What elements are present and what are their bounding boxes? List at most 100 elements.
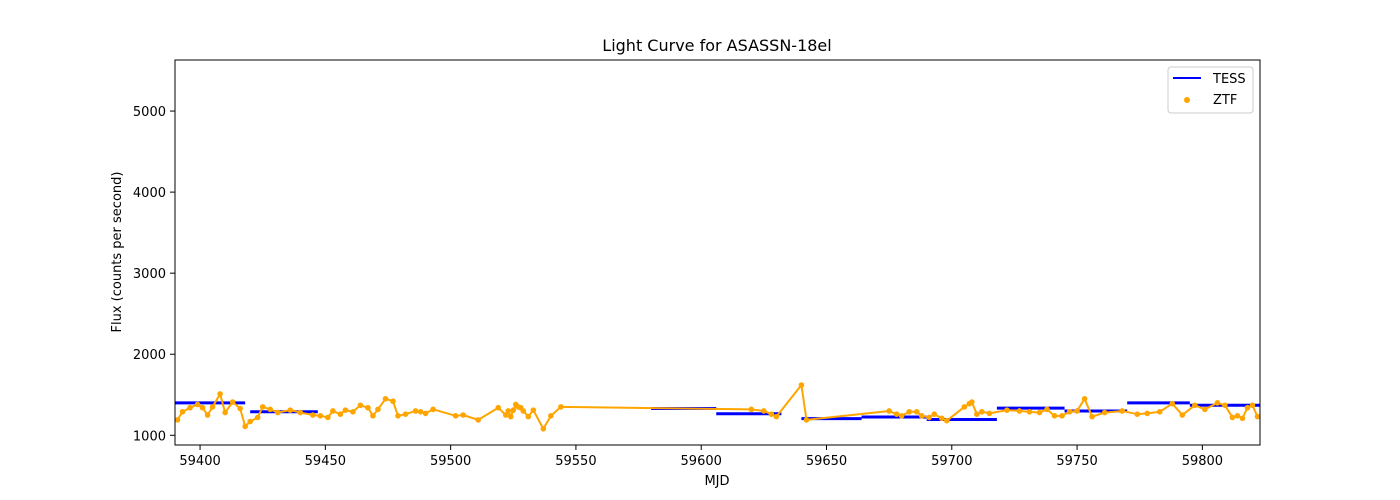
ztf-point [382,396,389,402]
x-tick-label: 59450 [305,454,346,469]
y-ticks: 1000 2000 3000 4000 5000 [133,105,175,444]
ztf-point [330,408,336,414]
ztf-point [287,407,294,413]
ztf-point [926,414,933,421]
ztf-point [1192,402,1198,409]
ztf-point [525,413,532,420]
ztf-point [259,404,266,410]
ztf-point [199,404,206,411]
x-axis-label: MJD [704,474,729,489]
y-tick-label: 5000 [133,105,166,120]
chart-title: Light Curve for ASASSN-18el [602,36,831,55]
x-tick-label: 59750 [1056,454,1097,469]
ztf-point [1134,411,1141,418]
ztf-point [495,404,502,411]
ztf-point [179,408,186,415]
x-tick-label: 59400 [179,454,220,469]
ztf-point [886,408,892,414]
y-tick-label: 1000 [133,429,166,444]
ztf-point [540,425,547,432]
ztf-point [422,410,429,417]
x-tick-label: 59600 [681,454,722,469]
ztf-point [1036,409,1043,416]
x-tick-label: 59550 [555,454,596,469]
ztf-point [505,408,512,414]
ztf-point [510,407,517,413]
ztf-point [1119,408,1125,414]
ztf-point [1101,409,1108,416]
ztf-point [375,406,381,413]
ztf-point [1244,404,1251,411]
ztf-point [1169,400,1176,407]
ztf-point [943,417,950,424]
ztf-point [412,408,419,414]
ztf-point [1074,408,1080,414]
x-tick-label: 59800 [1182,454,1223,469]
ztf-point [1202,406,1208,413]
ztf-point [1051,413,1058,419]
ztf-point [969,399,975,405]
ztf-point [1239,415,1246,422]
ztf-point [204,412,211,418]
plot-frame [174,59,1261,446]
ztf-point [337,411,344,418]
ztf-point [507,413,514,420]
ztf-point [1016,408,1023,414]
ztf-point [325,414,331,421]
ztf-point [365,404,371,411]
legend-tess-label: TESS [1212,72,1246,87]
ztf-point [187,404,193,411]
ztf-point [222,409,228,416]
ztf-point [798,382,805,388]
ztf-point [1066,408,1073,415]
ztf-point [317,413,324,419]
ztf-point [229,399,236,405]
ztf-point [803,417,810,423]
legend-ztf-label: ZTF [1213,93,1237,108]
ztf-point [548,413,554,419]
y-tick-label: 3000 [133,267,166,282]
ztf-point [1249,402,1256,409]
ztf-point [748,406,755,413]
x-tick-label: 59650 [806,454,847,469]
ztf-point [267,406,274,413]
ztf-point [1004,407,1010,413]
ztf-point [773,413,780,420]
ztf-point [898,413,905,419]
ztf-point [938,415,945,422]
ztf-point [530,407,537,413]
ztf-point [1156,408,1163,415]
ztf-point [893,411,900,418]
ztf-point [430,406,436,413]
ztf-point [452,413,459,419]
ztf-point [242,423,248,430]
ztf-point [1081,396,1088,402]
ztf-point [974,411,980,418]
ztf-point [1229,414,1236,421]
ztf-point [1089,413,1095,420]
ztf-point [502,412,509,418]
ztf-point [390,398,396,405]
ztf-point [209,404,216,410]
ztf-point [254,414,261,421]
ztf-point [274,409,281,416]
ztf-point [402,411,409,418]
ztf-point [310,412,316,418]
ztf-point [475,417,481,423]
ztf-point [395,413,401,419]
ztf-point [931,411,938,418]
ztf-point [906,408,912,415]
ztf-point [1059,413,1065,419]
ztf-point [370,413,376,419]
ztf-point [1254,413,1260,420]
x-ticks: 59400 59450 59500 59550 59600 59650 59700 59750… [179,445,1223,469]
ztf-point [460,412,466,418]
ztf-point [237,405,243,412]
ztf-point [768,411,775,418]
ztf-point [961,404,968,410]
ztf-point [342,407,349,413]
ztf-point [217,391,223,397]
